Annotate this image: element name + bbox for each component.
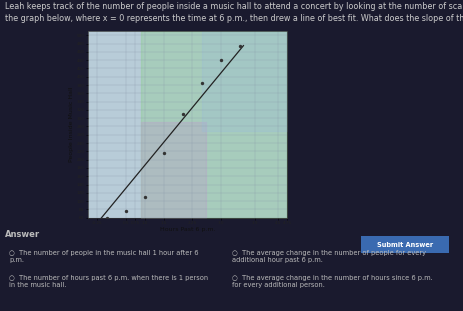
Y-axis label: People Inside Music Hall: People Inside Music Hall [69, 87, 74, 162]
Text: ○  The average change in the number of hours since 6 p.m.
for every additional p: ○ The average change in the number of ho… [232, 275, 432, 288]
Text: Answer: Answer [5, 230, 40, 239]
Point [160, 151, 168, 156]
Text: Leah keeps track of the number of people inside a music hall to attend a concert: Leah keeps track of the number of people… [5, 2, 463, 11]
Point [103, 215, 111, 220]
Point [179, 112, 187, 117]
Point [217, 58, 225, 63]
Point [122, 209, 130, 214]
X-axis label: Hours Past 6 p.m.: Hours Past 6 p.m. [160, 227, 215, 232]
Text: ○  The number of people in the music hall 1 hour after 6
p.m.: ○ The number of people in the music hall… [9, 250, 199, 263]
Point [141, 194, 149, 199]
Text: Submit Answer: Submit Answer [377, 242, 433, 248]
Text: ○  The number of hours past 6 p.m. when there is 1 person
in the music hall.: ○ The number of hours past 6 p.m. when t… [9, 275, 208, 288]
Point [198, 81, 206, 86]
Text: ○  The average change in the number of people for every
additional hour past 6 p: ○ The average change in the number of pe… [232, 250, 425, 263]
Point [236, 43, 244, 48]
Text: the graph below, where x = 0 represents the time at 6 p.m., then drew a line of : the graph below, where x = 0 represents … [5, 14, 463, 23]
